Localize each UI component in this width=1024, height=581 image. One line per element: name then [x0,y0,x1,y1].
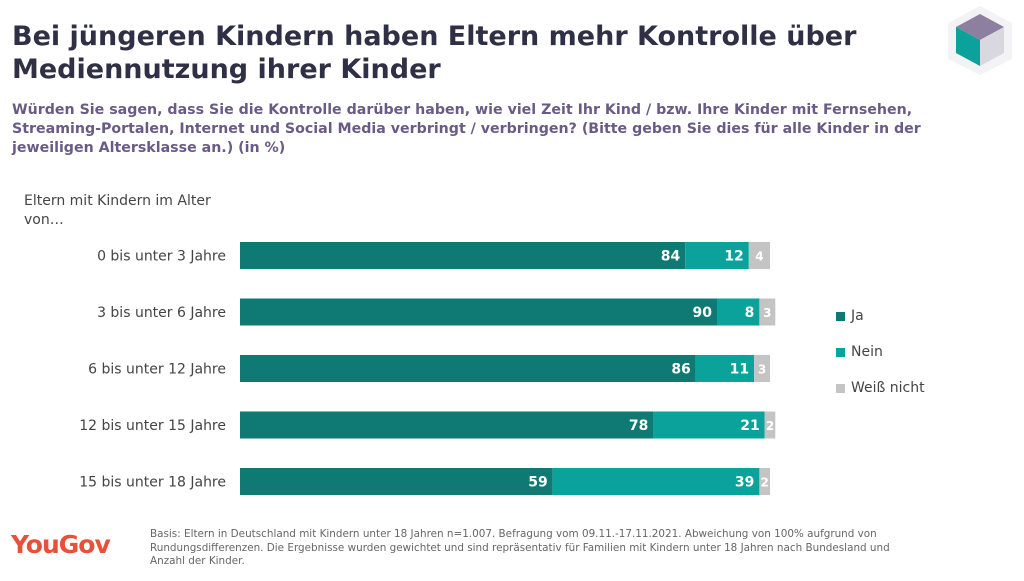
data-label: 2 [761,476,769,490]
bars-group: 0 bis unter 3 Jahre 84 12 4 3 bis unter 6 Ja… [79,242,776,495]
legend-swatch [836,311,845,321]
category-label: 12 bis unter 15 Jahre [79,418,226,434]
category-label: 6 bis unter 12 Jahre [88,362,226,378]
cube-logo-icon [948,6,1012,75]
data-label: 84 [661,249,681,265]
legend-item: Ja [836,298,925,334]
legend-item: Nein [836,334,925,370]
bar-segment [240,355,696,382]
bar-segment [240,242,686,269]
legend: Ja Nein Weiß nicht [836,298,925,406]
category-label: 3 bis unter 6 Jahre [97,305,226,321]
category-axis-title-line1: Eltern mit Kindern im Alter [24,193,211,209]
bar-segment [759,298,776,326]
data-label: 59 [528,475,547,491]
stacked-bar-chart: Eltern mit Kindern im Alter von… 0 bis u… [24,193,776,495]
data-label: 39 [735,475,754,491]
data-label: 11 [730,362,749,378]
bar-segment [764,411,776,439]
bar-segment [240,411,654,439]
chart-title: Bei jüngeren Kindern haben Eltern mehr K… [12,21,857,85]
data-label: 86 [671,362,690,378]
data-label: 90 [693,305,713,321]
data-label: 8 [745,305,755,321]
bar-segment [240,468,553,495]
legend-label: Weiß nicht [851,380,925,396]
category-label: 15 bis unter 18 Jahre [79,475,226,491]
bar-segment [653,411,765,439]
data-label: 2 [766,419,774,433]
bar-segment [240,298,717,326]
bar-segment [685,242,749,269]
data-label: 12 [724,249,743,265]
legend-swatch [836,347,845,357]
legend-item: Weiß nicht [836,370,925,406]
chart-subtitle: Würden Sie sagen, dass Sie die Kontrolle… [12,102,921,156]
data-label: 78 [629,418,648,434]
category-label: 0 bis unter 3 Jahre [97,249,226,265]
bar-segment [759,468,770,495]
bar-segment [717,298,760,326]
legend-label: Nein [851,344,883,360]
data-label: 21 [740,418,759,434]
bar-segment [754,355,770,382]
bar-segment [552,468,760,495]
data-label: 3 [763,306,771,320]
data-label: 3 [758,363,766,377]
legend-swatch [836,383,845,393]
bar-segment [748,242,770,269]
data-label: 4 [755,250,763,264]
legend-label: Ja [851,308,864,324]
footnote: Basis: Eltern in Deutschland mit Kindern… [150,528,890,567]
category-axis-title-line2: von… [24,212,64,228]
bar-segment [695,355,755,382]
yougov-logo: YouGov [11,530,111,559]
